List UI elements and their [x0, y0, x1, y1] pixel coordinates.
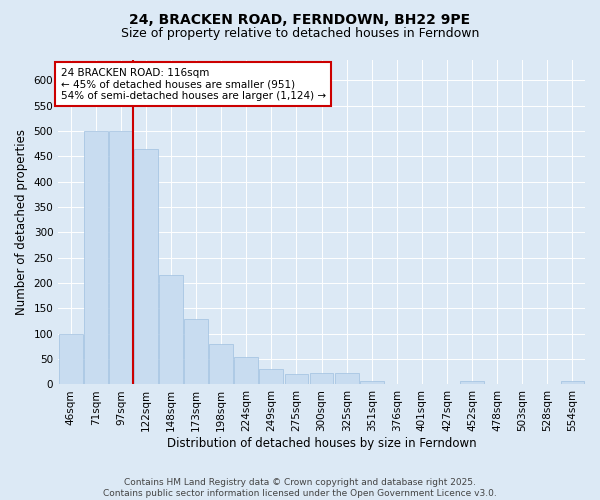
Bar	[460, 381, 484, 384]
Bar	[109, 131, 133, 384]
Bar	[59, 334, 83, 384]
Bar	[310, 374, 334, 384]
Bar	[560, 381, 584, 384]
Bar	[84, 131, 108, 384]
Text: Contains HM Land Registry data © Crown copyright and database right 2025.
Contai: Contains HM Land Registry data © Crown c…	[103, 478, 497, 498]
Bar	[209, 344, 233, 385]
Text: 24, BRACKEN ROAD, FERNDOWN, BH22 9PE: 24, BRACKEN ROAD, FERNDOWN, BH22 9PE	[130, 12, 470, 26]
Y-axis label: Number of detached properties: Number of detached properties	[15, 129, 28, 315]
Text: Size of property relative to detached houses in Ferndown: Size of property relative to detached ho…	[121, 28, 479, 40]
Bar	[134, 148, 158, 384]
Text: 24 BRACKEN ROAD: 116sqm
← 45% of detached houses are smaller (951)
54% of semi-d: 24 BRACKEN ROAD: 116sqm ← 45% of detache…	[61, 68, 326, 101]
X-axis label: Distribution of detached houses by size in Ferndown: Distribution of detached houses by size …	[167, 437, 476, 450]
Bar	[335, 374, 359, 384]
Bar	[235, 356, 258, 384]
Bar	[159, 276, 183, 384]
Bar	[284, 374, 308, 384]
Bar	[259, 369, 283, 384]
Bar	[184, 318, 208, 384]
Bar	[360, 382, 383, 384]
